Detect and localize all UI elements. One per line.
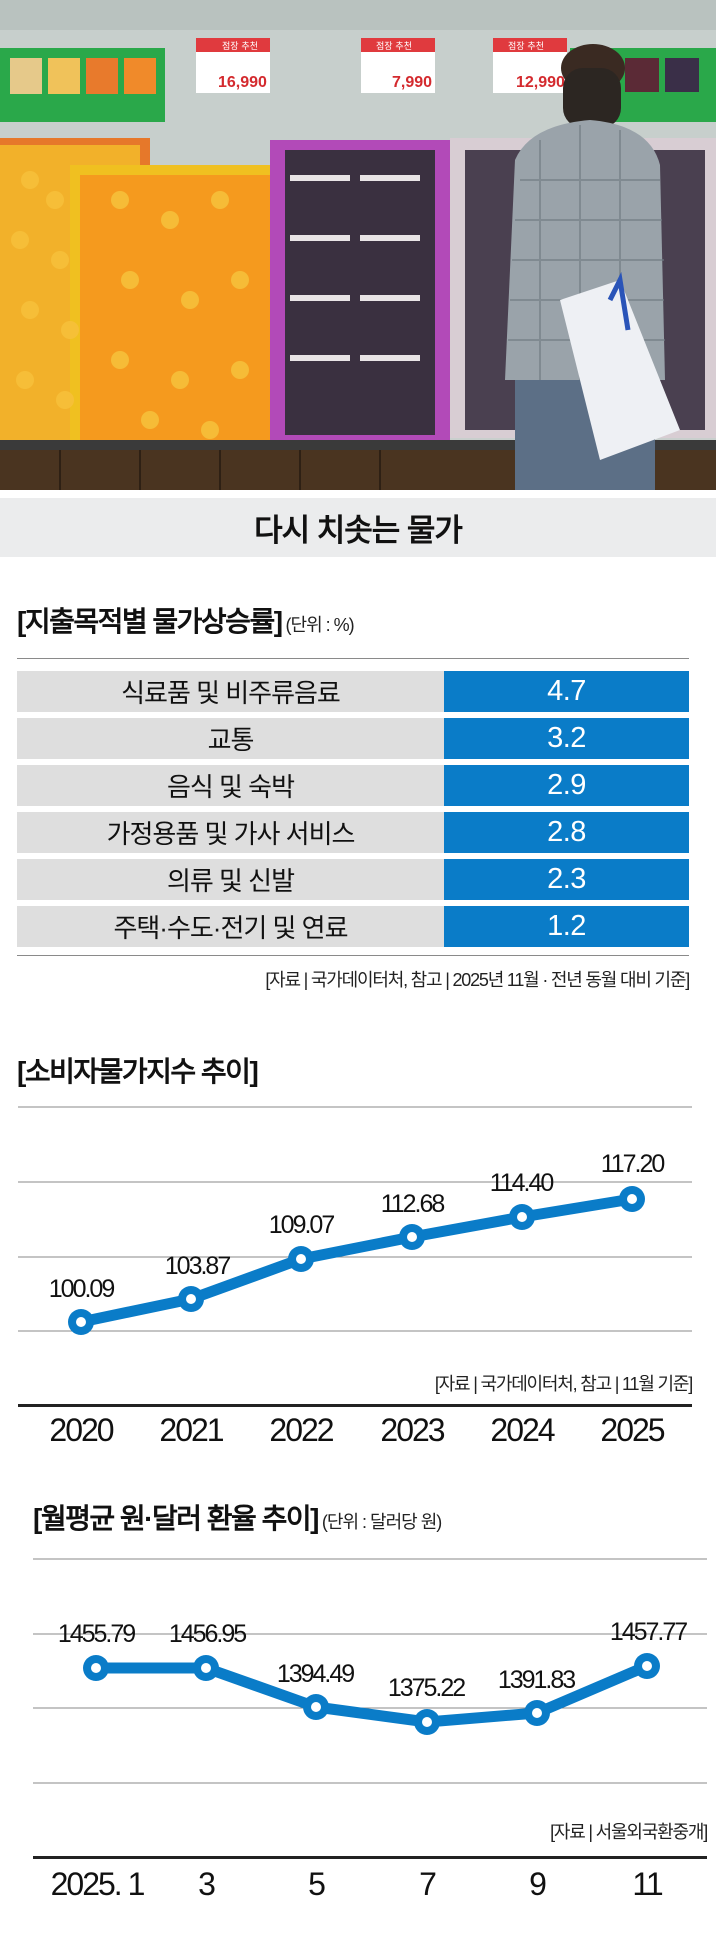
fx-markers [83, 1653, 660, 1735]
row-label: 교통 [17, 718, 444, 759]
section3-unit: (단위 : 달러당 원) [321, 1512, 442, 1532]
section3-axis-rule [33, 1856, 707, 1859]
section1-title: [지출목적별 물가상승률] (단위 : %) [17, 600, 355, 640]
x-axis-label: 2022 [269, 1412, 334, 1448]
section2-title: [소비자물가지수 추이] [17, 1056, 259, 1087]
section1-title-text: [지출목적별 물가상승률] [17, 606, 283, 637]
svg-text:12,990: 12,990 [516, 74, 565, 91]
row-value: 2.9 [444, 765, 689, 806]
svg-text:점장 추천: 점장 추천 [508, 40, 544, 52]
section2-axis-rule [18, 1404, 692, 1407]
row-value: 2.8 [444, 812, 689, 853]
x-axis-label: 5 [308, 1866, 326, 1902]
fx-value-label: 1394.49 [277, 1660, 354, 1688]
cpi-value-label: 109.07 [269, 1211, 335, 1239]
title-band: 다시 치솟는 물가 [0, 498, 716, 557]
section1-top-rule [17, 658, 689, 659]
x-axis-label: 2024 [490, 1412, 555, 1448]
x-axis-label: 2020 [49, 1412, 114, 1448]
table-row: 음식 및 숙박 2.9 [17, 765, 689, 806]
x-axis-label: 2021 [159, 1412, 224, 1448]
svg-text:7,990: 7,990 [392, 74, 432, 91]
fx-value-label: 1391.83 [498, 1666, 575, 1694]
svg-text:16,990: 16,990 [218, 74, 267, 91]
section3-title-text: [월평균 원·달러 환율 추이] [33, 1503, 319, 1534]
table-row: 의류 및 신발 2.3 [17, 859, 689, 900]
table-row: 주택·수도·전기 및 연료 1.2 [17, 906, 689, 947]
section1-bottom-rule [17, 955, 689, 956]
fx-line-chart: 1455.79 1456.95 1394.49 1375.22 1391.83 … [33, 1558, 707, 1784]
svg-text:점장 추천: 점장 추천 [222, 40, 258, 52]
x-axis-label: 2025 [600, 1412, 665, 1448]
row-label: 의류 및 신발 [17, 859, 444, 900]
shopper-figure [505, 44, 680, 490]
row-value: 3.2 [444, 718, 689, 759]
fx-value-label: 1456.95 [169, 1620, 246, 1648]
cpi-line-chart: 100.09 103.87 109.07 112.68 114.40 117.2… [18, 1106, 692, 1335]
row-label: 식료품 및 비주류음료 [17, 671, 444, 712]
fx-line [96, 1660, 650, 1728]
row-label: 주택·수도·전기 및 연료 [17, 906, 444, 947]
gridlines [18, 1106, 692, 1332]
section3-title: [월평균 원·달러 환율 추이] (단위 : 달러당 원) [33, 1497, 442, 1537]
row-value: 1.2 [444, 906, 689, 947]
fx-value-label: 1455.79 [58, 1620, 135, 1648]
x-axis-label: 2023 [380, 1412, 445, 1448]
section2-source: [자료 | 국가데이터처, 참고 | 11월 기준] [434, 1374, 693, 1394]
page-title: 다시 치솟는 물가 [254, 513, 463, 548]
section1-unit: (단위 : %) [285, 615, 355, 635]
x-axis-label: 2025. 1 [50, 1866, 146, 1902]
row-value: 4.7 [444, 671, 689, 712]
svg-text:점장 추천: 점장 추천 [376, 40, 412, 52]
x-axis-label: 7 [419, 1866, 437, 1902]
section3-source: [자료 | 서울외국환중개] [550, 1822, 708, 1842]
cpi-value-label: 114.40 [490, 1169, 554, 1197]
fx-value-label: 1457.77 [610, 1618, 687, 1646]
price-tag-3: 점장 추천 12,990 [493, 38, 567, 93]
hero-photo: 점장 추천 16,990 점장 추천 7,990 점장 추천 12,990 [0, 0, 716, 490]
price-tag-1: 점장 추천 16,990 [196, 38, 270, 93]
table-row: 식료품 및 비주류음료 4.7 [17, 671, 689, 712]
cpi-value-label: 117.20 [601, 1150, 665, 1178]
table-row: 가정용품 및 가사 서비스 2.8 [17, 812, 689, 853]
x-axis-label: 3 [198, 1866, 216, 1902]
row-label: 가정용품 및 가사 서비스 [17, 812, 444, 853]
table-row: 교통 3.2 [17, 718, 689, 759]
supermarket-photo-illustration: 점장 추천 16,990 점장 추천 7,990 점장 추천 12,990 [0, 0, 716, 490]
price-tag-2: 점장 추천 7,990 [361, 38, 435, 93]
cpi-line [79, 1193, 633, 1328]
fx-value-label: 1375.22 [388, 1674, 465, 1702]
row-value: 2.3 [444, 859, 689, 900]
x-axis-label: 9 [529, 1866, 547, 1902]
x-axis-label: 11 [632, 1866, 663, 1902]
gridlines [33, 1558, 707, 1784]
cpi-value-label: 112.68 [381, 1190, 445, 1218]
section1-source: [자료 | 국가데이터처, 참고 | 2025년 11월 · 전년 동월 대비 … [265, 970, 690, 990]
cpi-value-label: 103.87 [165, 1252, 231, 1280]
row-label: 음식 및 숙박 [17, 765, 444, 806]
cpi-value-label: 100.09 [49, 1275, 115, 1303]
